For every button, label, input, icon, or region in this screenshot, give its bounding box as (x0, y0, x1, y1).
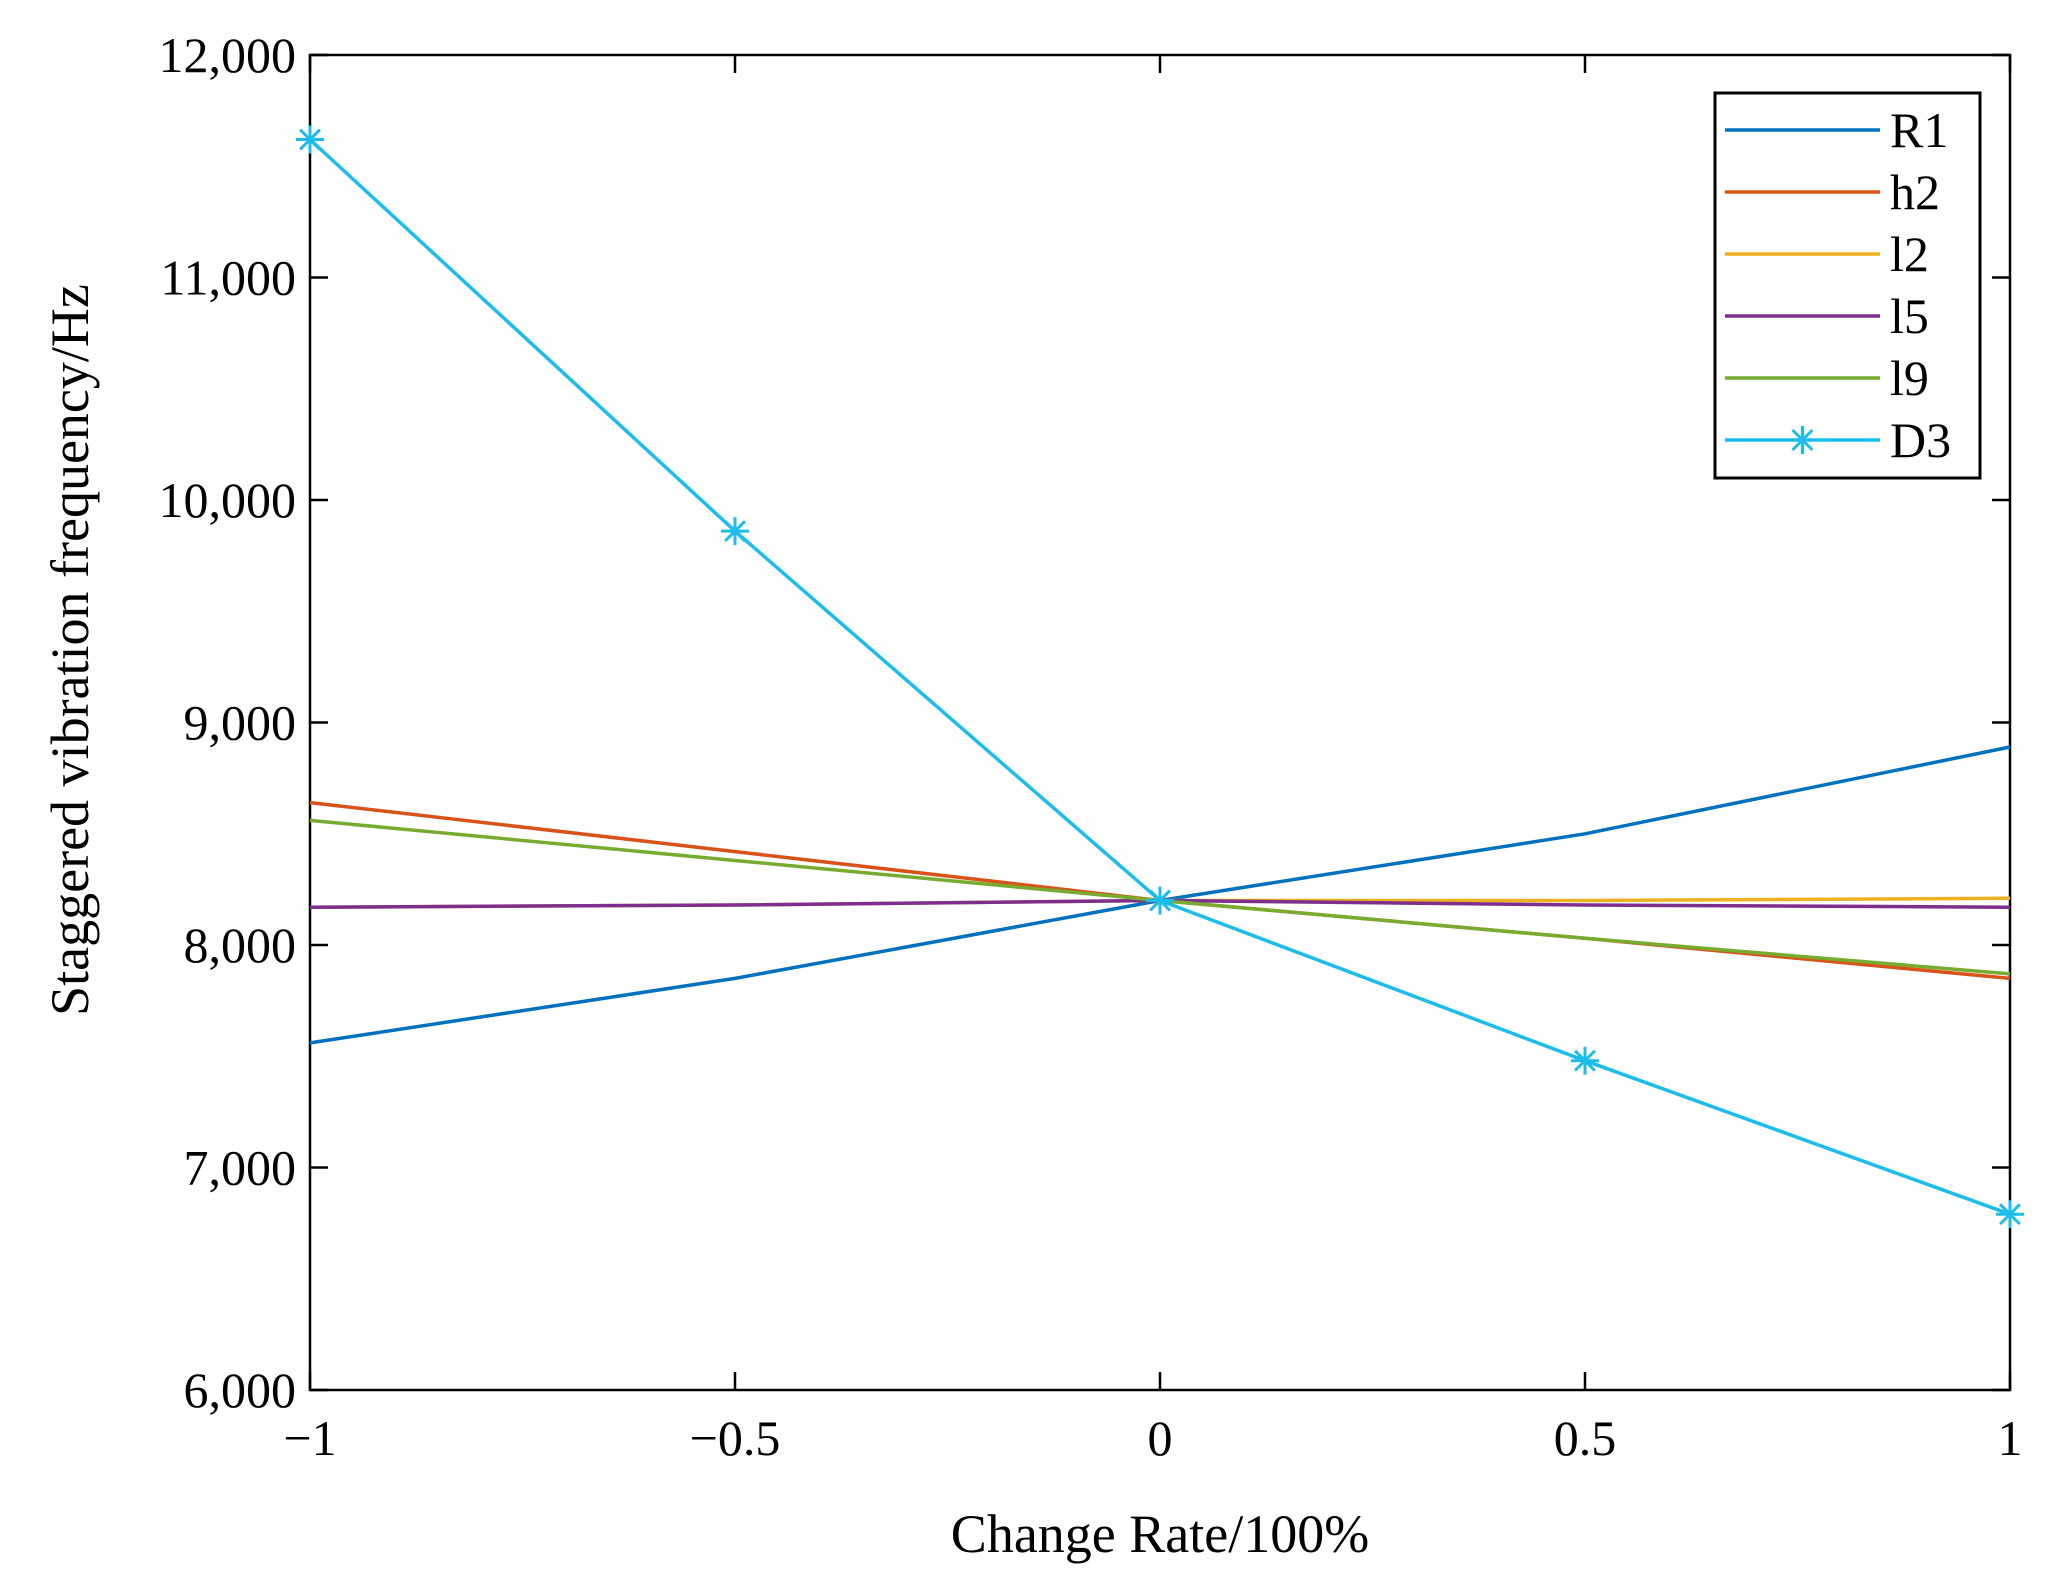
x-tick-label: −1 (283, 1410, 336, 1466)
data-point-D3 (1571, 1046, 1599, 1075)
legend-item-R1: R1 (1725, 102, 1948, 158)
y-tick-label: 11,000 (160, 250, 296, 306)
x-axis-title: Change Rate/100% (951, 1504, 1369, 1564)
legend: R1 h2 l2 l5 l9 D3 (1713, 91, 1982, 480)
legend-label: D3 (1890, 412, 1951, 468)
legend-item-l9: l9 (1725, 350, 1929, 406)
legend-label: l5 (1890, 288, 1929, 344)
series-layer (296, 125, 2024, 1229)
legend-item-D3: D3 (1725, 412, 1951, 468)
legend-item-l2: l2 (1725, 226, 1929, 282)
y-tick-label: 12,000 (159, 27, 297, 83)
y-tick-label: 6,000 (184, 1362, 297, 1418)
y-axis-title: Staggered vibration frequency/Hz (40, 284, 100, 1016)
y-tick-label: 10,000 (159, 472, 297, 528)
x-tick-label: −0.5 (690, 1410, 781, 1466)
y-tick-label: 7,000 (184, 1140, 297, 1196)
y-axis-ticks: 6,000 7,000 8,000 9,000 10,000 11,000 12,000 (159, 27, 2010, 1418)
legend-label: R1 (1890, 102, 1948, 158)
x-axis-ticks: −1 −0.5 0 0.5 1 (283, 55, 2023, 1466)
data-point-D3 (721, 517, 749, 546)
x-tick-label: 0.5 (1554, 1410, 1617, 1466)
legend-item-h2: h2 (1725, 164, 1940, 220)
x-tick-label: 1 (1998, 1410, 2023, 1466)
legend-label: l9 (1890, 350, 1929, 406)
legend-label: l2 (1890, 226, 1929, 282)
y-tick-label: 9,000 (184, 695, 297, 751)
data-point-D3 (296, 125, 324, 154)
legend-box (1713, 91, 1982, 480)
x-tick-label: 0 (1148, 1410, 1173, 1466)
legend-label: h2 (1890, 164, 1940, 220)
y-tick-label: 8,000 (184, 917, 297, 973)
data-point-D3 (1996, 1200, 2024, 1229)
legend-marker (1788, 426, 1817, 454)
legend-item-l5: l5 (1725, 288, 1929, 344)
data-point-D3 (1146, 886, 1174, 915)
series-D3 (296, 125, 2024, 1229)
